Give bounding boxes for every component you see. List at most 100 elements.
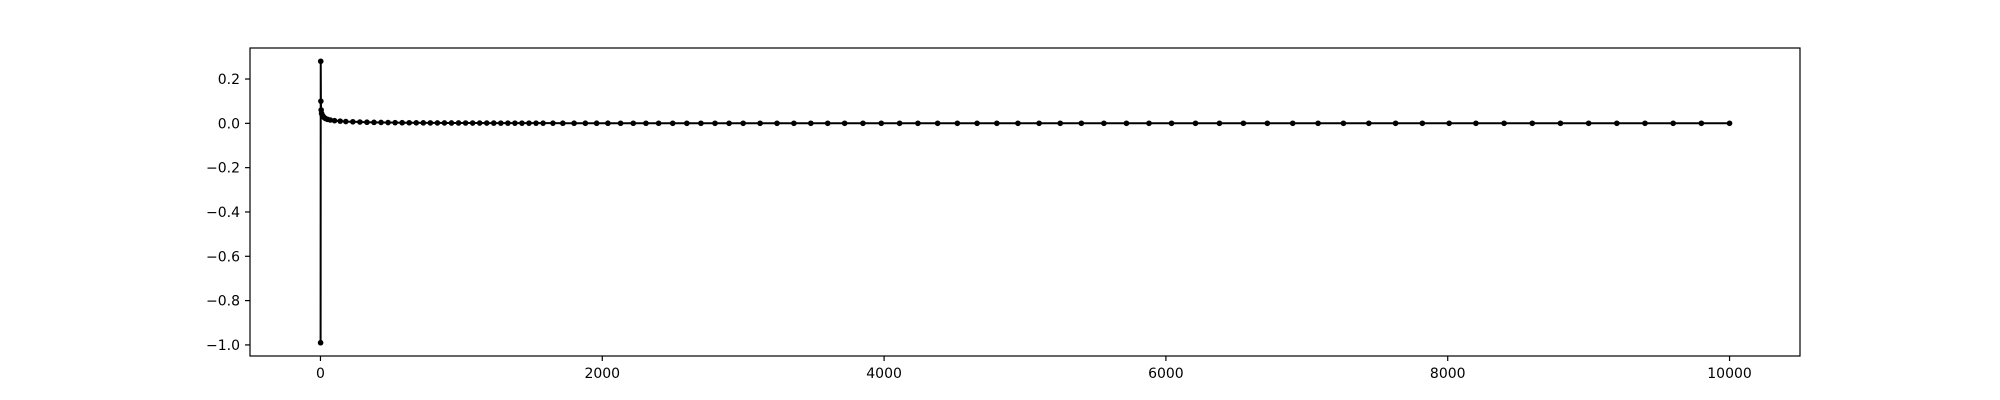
data-point [327, 117, 334, 123]
x-tick-label: 10000 [1707, 366, 1752, 382]
data-point [399, 119, 405, 126]
data-point [1392, 120, 1399, 127]
y-tick-label: −0.6 [206, 249, 240, 265]
axes-layer: 0 2000 4000 6000 8000 10000 −1.0 −0.8 −0.6 −0.4 −0… [206, 47, 1801, 382]
plot-background [250, 48, 1800, 356]
data-point [505, 120, 511, 126]
data-point [498, 120, 504, 126]
x-tick-label: 4000 [866, 366, 902, 382]
data-point [1101, 120, 1107, 127]
data-point [1446, 120, 1452, 127]
data-point [392, 119, 398, 126]
data-point [1168, 120, 1175, 127]
data-point [512, 120, 518, 126]
data-point [1240, 120, 1247, 127]
data-point [1473, 120, 1479, 127]
data-point [540, 120, 546, 126]
data-point [385, 119, 391, 126]
data-point [1501, 120, 1507, 127]
data-point [483, 120, 490, 126]
data-point [934, 120, 941, 127]
data-point [643, 120, 649, 127]
data-point [420, 120, 427, 126]
plot-area [250, 48, 1800, 356]
data-point [630, 120, 637, 127]
data-point [550, 120, 556, 126]
data-point [1366, 120, 1372, 127]
data-point [1529, 120, 1536, 127]
data-point [469, 120, 476, 126]
data-point [1670, 120, 1676, 127]
data-point [476, 120, 483, 126]
data-point [860, 120, 866, 127]
data-point [1146, 120, 1152, 127]
data-point [371, 119, 377, 126]
data-point [1585, 120, 1592, 127]
data-point [824, 120, 831, 127]
data-point [455, 120, 462, 126]
data-point [605, 120, 611, 127]
data-point [684, 120, 690, 127]
data-point [337, 118, 343, 124]
x-tick-label: 0 [316, 366, 325, 382]
data-point [560, 120, 566, 127]
data-point [1642, 120, 1648, 127]
data-point [317, 58, 324, 65]
data-point [669, 120, 676, 127]
data-point [1216, 120, 1223, 127]
y-tick-label: −0.4 [206, 205, 240, 221]
data-point [448, 120, 455, 126]
data-point [364, 119, 370, 126]
data-point [427, 120, 434, 126]
data-point [462, 120, 469, 126]
data-point [1057, 120, 1064, 127]
data-point [343, 118, 349, 125]
data-point [1557, 120, 1564, 127]
data-point [582, 120, 589, 127]
y-tick-label: −0.8 [206, 294, 240, 310]
data-point [954, 120, 961, 127]
data-point [1123, 120, 1130, 127]
y-tick-label: 0.0 [218, 116, 240, 132]
data-point [1419, 120, 1426, 127]
data-point [593, 120, 600, 127]
data-point [841, 120, 848, 127]
data-point [994, 120, 1000, 127]
data-point [757, 120, 763, 127]
data-point [774, 120, 780, 127]
data-point [726, 120, 732, 127]
data-point [698, 120, 704, 127]
data-point [1192, 120, 1199, 127]
data-point [490, 120, 497, 126]
data-point [357, 119, 363, 125]
data-point [1015, 120, 1021, 127]
data-point [808, 120, 814, 127]
data-point [791, 120, 797, 127]
data-point [1078, 120, 1085, 127]
data-point [915, 120, 921, 127]
data-point [712, 120, 718, 127]
data-point [413, 120, 420, 126]
data-point [1289, 120, 1296, 127]
series-layer [317, 58, 1733, 346]
data-point [318, 98, 324, 104]
data-point [1036, 120, 1042, 127]
data-point [1726, 120, 1733, 127]
y-tick-label: 0.2 [218, 72, 240, 88]
data-point [878, 120, 885, 127]
axes-frame [249, 47, 1801, 357]
data-point [406, 119, 413, 126]
data-point [896, 120, 903, 127]
data-point [655, 120, 662, 127]
data-point [434, 120, 441, 126]
data-point [378, 119, 384, 126]
data-point [571, 120, 577, 127]
data-point [740, 120, 746, 127]
data-point [1698, 120, 1705, 127]
data-point [617, 120, 624, 127]
data-point [1614, 120, 1620, 127]
data-point [519, 120, 525, 126]
data-point [533, 120, 539, 126]
data-point [526, 120, 532, 126]
